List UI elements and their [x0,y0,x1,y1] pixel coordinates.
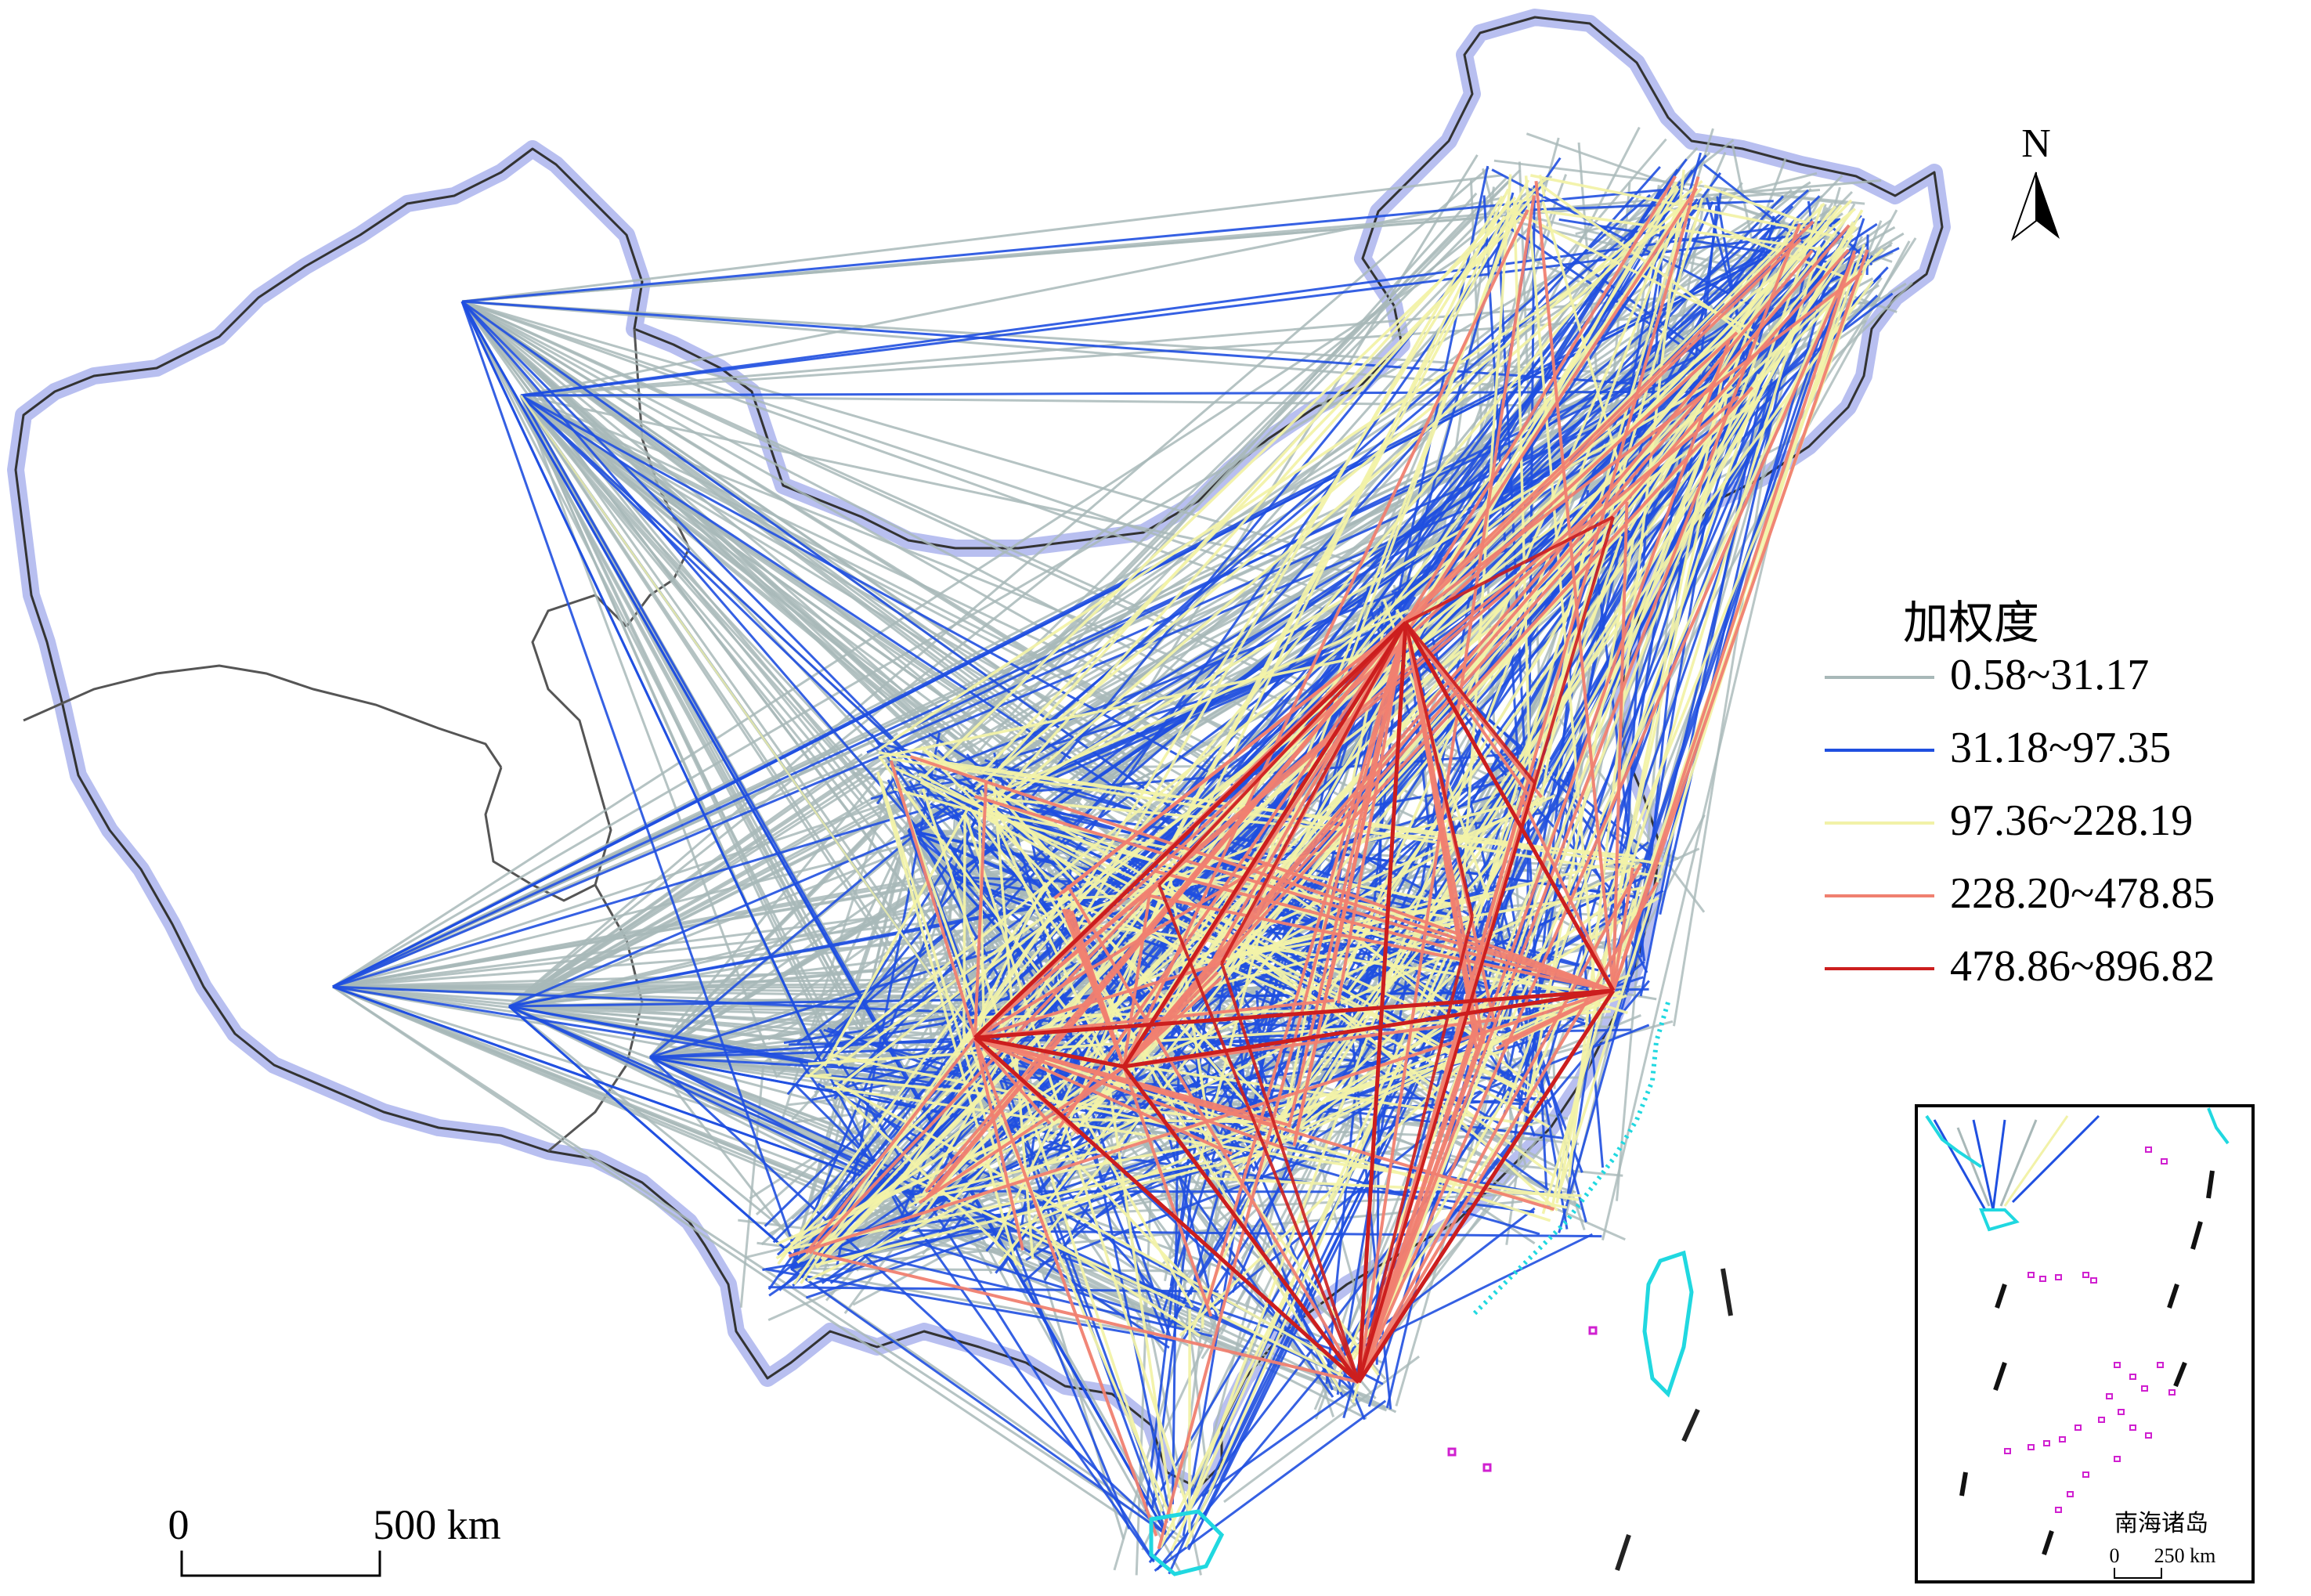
scale-end-label: 500 km [373,1501,501,1548]
north-arrow-label: N [2021,121,2051,166]
inset-scale-end: 250 km [2154,1544,2216,1567]
legend-title: 加权度 [1903,598,2039,648]
taiwan-island [1645,1253,1692,1394]
legend-label-5: 478.86~896.82 [1950,942,2215,991]
legend-label-4: 228.20~478.85 [1950,869,2215,918]
inset-title: 南海诸岛 [2114,1511,2208,1536]
legend-label-1: 0.58~31.17 [1950,651,2149,699]
scattered-islets [1449,1327,1596,1471]
edge-class-2 [462,302,799,1261]
scale-bar-line [182,1551,380,1576]
nine-dash-mark-1 [1723,1269,1731,1316]
nine-dash-mark-3 [1617,1535,1629,1570]
qinghai-boundary [486,595,626,901]
edge-class-3 [964,814,965,1044]
legend: 加权度 0.58~31.17 31.18~97.35 97.36~228.19 228… [1825,598,2215,991]
xinjiang-tibet-boundary [23,666,501,767]
legend-label-2: 31.18~97.35 [1950,724,2171,772]
north-arrow: N [2013,121,2060,239]
inset-map: 南海诸岛 0 250 km [1916,1106,2253,1582]
inset-scale-start: 0 [2110,1544,2120,1567]
nine-dash-mark-2 [1684,1410,1698,1441]
scale-bar: 0 500 km [168,1501,501,1576]
scale-start-label: 0 [168,1501,190,1548]
legend-label-3: 97.36~228.19 [1950,796,2193,845]
